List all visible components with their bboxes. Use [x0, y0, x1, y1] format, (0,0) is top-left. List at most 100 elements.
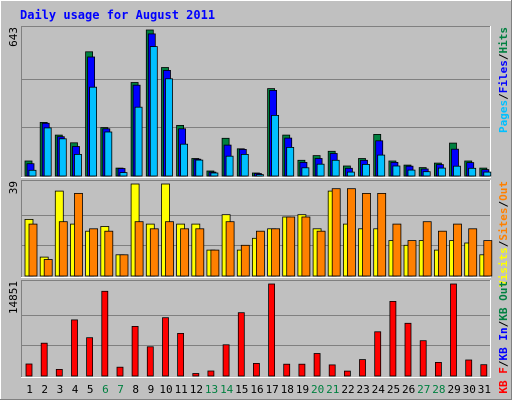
- bar-sites-day-25: [392, 223, 402, 277]
- x-tick-label-day-28: 28: [432, 383, 445, 396]
- x-tick-label-day-27: 27: [417, 383, 430, 396]
- bar-sites-day-28: [437, 230, 447, 277]
- bar-sites-day-12: [195, 228, 205, 277]
- x-tick-label-day-24: 24: [372, 383, 386, 396]
- bar-sites-day-10: [165, 221, 174, 277]
- bar-sites-day-5: [89, 228, 98, 277]
- legend-entry: /: [497, 201, 510, 208]
- bar-sites-day-16: [255, 230, 265, 277]
- legend-entry: KB In: [497, 327, 510, 360]
- x-tick-label-day-2: 2: [41, 383, 48, 396]
- x-tick-label-day-7: 7: [117, 383, 124, 396]
- bar-pages-day-8: [134, 106, 143, 177]
- x-tick-label-day-23: 23: [356, 383, 369, 396]
- bar-kb-f-day-11: [177, 332, 185, 377]
- y-max-label: 39: [7, 181, 20, 194]
- y-max-label: 14851: [7, 281, 20, 314]
- bar-sites-day-26: [407, 240, 417, 277]
- bar-pages-day-7: [119, 172, 128, 177]
- x-tick-label-day-3: 3: [57, 383, 64, 396]
- legend-entry: Hits: [497, 27, 510, 54]
- bar-pages-day-15: [240, 153, 249, 177]
- bar-sites-day-4: [74, 192, 83, 277]
- x-tick-label-day-4: 4: [72, 383, 79, 396]
- bar-pages-day-21: [331, 159, 340, 177]
- bar-kb-f-day-3: [55, 368, 63, 377]
- legend-entry: Visits: [497, 247, 510, 287]
- x-tick-label-day-31: 31: [478, 383, 491, 396]
- legend-entry: /: [497, 320, 510, 327]
- bar-kb-f-day-15: [237, 312, 245, 377]
- bar-kb-f-day-16: [252, 362, 260, 377]
- bar-pages-day-2: [43, 127, 52, 177]
- bar-pages-day-14: [225, 155, 234, 177]
- bar-pages-day-26: [407, 169, 416, 177]
- bar-sites-day-21: [331, 188, 341, 277]
- bar-kb-f-day-4: [71, 319, 78, 377]
- legend-entry: Out: [497, 181, 510, 201]
- legend-entry: Sites: [497, 208, 510, 241]
- x-tick-label-day-26: 26: [402, 383, 415, 396]
- bar-kb-f-day-10: [162, 317, 169, 377]
- legend-entry: Files: [497, 60, 510, 93]
- bar-pages-day-25: [392, 165, 401, 177]
- bar-pages-day-9: [149, 46, 158, 177]
- bar-pages-day-13: [210, 172, 219, 177]
- bar-sites-day-18: [286, 216, 296, 277]
- bar-kb-f-day-30: [465, 359, 473, 377]
- bar-sites-day-7: [119, 254, 129, 277]
- bar-kb-f-day-25: [389, 300, 397, 377]
- bar-pages-day-18: [286, 146, 295, 177]
- bar-pages-day-31: [483, 171, 492, 177]
- bar-sites-day-22: [346, 188, 356, 277]
- bar-sites-day-17: [271, 228, 281, 277]
- bar-sites-day-1: [28, 223, 38, 277]
- legend-entry: /: [497, 53, 510, 60]
- bar-sites-day-13: [210, 249, 220, 277]
- x-tick-label-day-19: 19: [296, 383, 309, 396]
- bar-kb-f-day-29: [450, 283, 457, 377]
- panel-legend: Pages/Files/Hits: [497, 27, 510, 133]
- panel-legend: KB F/KB In/KB Out: [497, 281, 510, 394]
- bar-sites-day-15: [240, 244, 250, 277]
- bar-pages-day-20: [316, 163, 325, 177]
- legend-entry: /: [497, 240, 510, 247]
- bar-kb-f-day-7: [116, 366, 124, 377]
- bar-sites-day-14: [225, 221, 235, 277]
- x-tick-label-day-30: 30: [463, 383, 476, 396]
- bar-sites-day-30: [468, 228, 478, 277]
- x-tick-label-day-29: 29: [447, 383, 460, 396]
- x-axis-labels: 1 2 3 4 5 6 7 8 9 10 11 12 13 14 15 16 17 18 19 20 21 22 23 24 2…: [26, 383, 491, 396]
- bar-pages-day-28: [437, 167, 446, 177]
- bar-kb-f-day-22: [343, 370, 351, 377]
- bar-kb-f-day-27: [419, 340, 427, 377]
- bar-pages-day-5: [89, 86, 97, 177]
- legend-entry: KB Out: [497, 281, 510, 321]
- legend-entry: Pages: [497, 100, 510, 133]
- bar-kb-f-day-20: [313, 353, 321, 377]
- legend-entry: /: [497, 360, 510, 367]
- bar-kb-f-day-23: [359, 359, 366, 377]
- bar-pages-day-3: [58, 138, 67, 177]
- x-tick-label-day-1: 1: [26, 383, 33, 396]
- bar-kb-f-day-8: [131, 325, 139, 377]
- x-tick-label-day-8: 8: [132, 383, 139, 396]
- x-tick-label-day-17: 17: [266, 383, 279, 396]
- x-tick-label-day-18: 18: [281, 383, 294, 396]
- legend-entry: /: [497, 93, 510, 100]
- bar-kb-f-day-24: [374, 331, 382, 377]
- x-tick-label-day-14: 14: [220, 383, 234, 396]
- panel-bottom-plot-area: [21, 280, 491, 378]
- x-tick-label-day-11: 11: [175, 383, 188, 396]
- bar-kb-f-day-21: [328, 364, 336, 377]
- x-tick-label-day-20: 20: [311, 383, 324, 396]
- bar-kb-f-day-26: [404, 322, 412, 377]
- bar-pages-day-30: [468, 167, 477, 177]
- panel-legend: Visits/Sites/Out: [497, 181, 510, 287]
- legend-entry: KB F: [497, 367, 510, 394]
- bar-pages-day-29: [453, 165, 461, 177]
- x-tick-label-day-25: 25: [387, 383, 400, 396]
